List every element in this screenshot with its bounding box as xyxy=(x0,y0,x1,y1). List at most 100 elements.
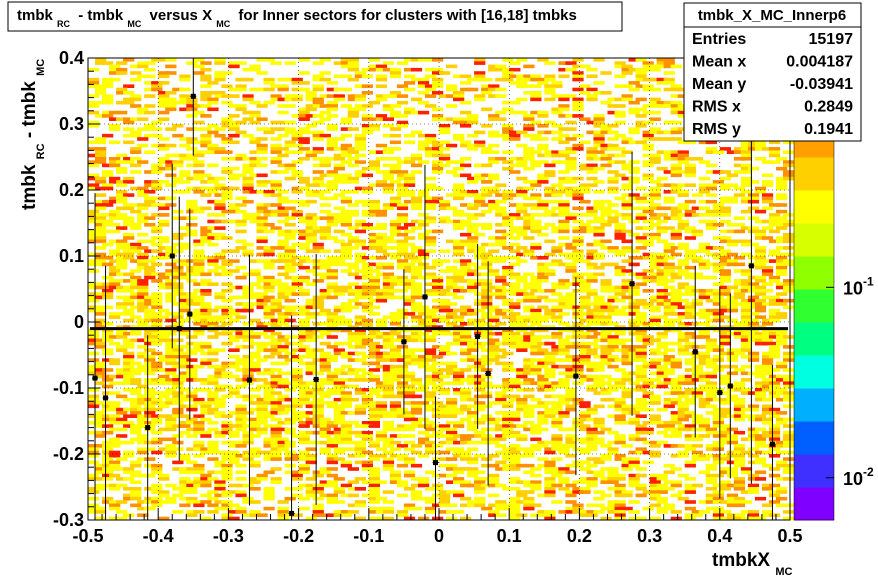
heatmap-cell xyxy=(530,364,542,369)
heatmap-cell xyxy=(628,87,640,92)
heatmap-cell xyxy=(495,64,507,69)
heatmap-cell xyxy=(340,176,352,181)
heatmap-cell xyxy=(431,289,444,293)
heatmap-cell xyxy=(733,289,746,293)
heatmap-cell xyxy=(579,351,591,356)
heatmap-cell xyxy=(565,114,577,118)
heatmap-cell xyxy=(123,364,135,369)
heatmap-cell xyxy=(389,328,402,333)
heatmap-cell xyxy=(431,308,444,313)
heatmap-cell xyxy=(600,318,612,323)
heatmap-cell xyxy=(179,318,191,323)
heatmap-cell xyxy=(670,229,682,234)
heatmap-cell xyxy=(509,67,521,72)
heatmap-cell xyxy=(123,318,135,323)
heatmap-cell xyxy=(775,183,788,187)
heatmap-cell xyxy=(165,91,177,95)
heatmap-cell xyxy=(572,107,584,112)
heatmap-cell xyxy=(382,239,395,244)
heatmap-cell xyxy=(740,279,753,283)
heatmap-cell xyxy=(95,414,107,418)
heatmap-cell xyxy=(333,239,345,244)
heatmap-cell xyxy=(305,150,317,154)
heatmap-cell xyxy=(158,378,170,382)
heatmap-cell xyxy=(558,371,570,376)
heatmap-cell xyxy=(649,315,661,319)
heatmap-cell xyxy=(600,302,612,306)
heatmap-cell xyxy=(635,58,647,62)
heatmap-cell xyxy=(607,388,619,392)
heatmap-cell xyxy=(495,355,507,359)
heatmap-cell xyxy=(516,81,528,85)
heatmap-cell xyxy=(263,295,275,300)
heatmap-cell xyxy=(537,401,549,405)
heatmap-cell xyxy=(270,361,282,366)
heatmap-cell xyxy=(572,315,584,319)
heatmap-cell xyxy=(747,325,760,329)
heatmap-cell xyxy=(775,269,788,273)
heatmap-cell xyxy=(291,341,303,346)
heatmap-cell xyxy=(137,213,149,217)
heatmap-cell xyxy=(782,213,795,217)
heatmap-cell xyxy=(214,219,226,224)
heatmap-cell xyxy=(165,348,177,352)
heatmap-cell xyxy=(340,87,352,92)
heatmap-cell xyxy=(635,246,647,250)
heatmap-cell xyxy=(221,186,233,191)
heatmap-cell xyxy=(453,318,465,323)
heatmap-cell xyxy=(628,381,640,385)
heatmap-cell xyxy=(488,236,500,240)
heatmap-cell xyxy=(256,298,268,303)
heatmap-cell xyxy=(172,216,184,220)
heatmap-cell xyxy=(326,285,338,290)
heatmap-cell xyxy=(670,364,682,369)
heatmap-cell xyxy=(607,358,619,362)
heatmap-cell xyxy=(628,285,640,290)
heatmap-cell xyxy=(495,259,507,263)
heatmap-cell xyxy=(193,401,205,405)
heatmap-cell xyxy=(214,265,226,270)
heatmap-cell xyxy=(123,133,135,138)
heatmap-cell xyxy=(670,216,682,220)
heatmap-cell xyxy=(214,150,226,154)
heatmap-cell xyxy=(544,374,556,379)
heatmap-cell xyxy=(95,374,107,379)
heatmap-cell xyxy=(382,236,395,240)
heatmap-cell xyxy=(221,137,233,141)
heatmap-cell xyxy=(782,391,795,395)
heatmap-cell xyxy=(123,358,135,362)
heatmap-cell xyxy=(165,401,177,405)
heatmap-cell xyxy=(284,358,296,362)
heatmap-cell xyxy=(614,104,626,108)
heatmap-cell xyxy=(586,364,598,369)
heatmap-cell xyxy=(221,315,233,319)
heatmap-cell xyxy=(670,378,682,382)
heatmap-cell xyxy=(158,275,170,280)
heatmap-cell xyxy=(361,394,374,399)
heatmap-cell xyxy=(368,348,381,352)
heatmap-cell xyxy=(628,305,640,310)
heatmap-cell xyxy=(642,239,654,244)
heatmap-cell xyxy=(740,209,753,214)
heatmap-cell xyxy=(263,246,275,250)
heatmap-cell xyxy=(207,163,219,168)
heatmap-cell xyxy=(439,361,451,366)
heatmap-cell xyxy=(572,355,584,359)
heatmap-cell xyxy=(228,203,240,207)
heatmap-cell xyxy=(516,275,528,280)
heatmap-cell xyxy=(242,322,254,326)
heatmap-cell xyxy=(502,67,514,72)
heatmap-cell xyxy=(130,315,142,319)
heatmap-cell xyxy=(424,137,437,141)
heatmap-cell xyxy=(656,229,668,234)
heatmap-cell xyxy=(123,246,135,250)
heatmap-cell xyxy=(537,124,549,128)
heatmap-cell xyxy=(572,401,584,405)
heatmap-cell xyxy=(396,226,409,230)
heatmap-cell xyxy=(193,298,205,303)
heatmap-cell xyxy=(270,401,282,405)
heatmap-cell xyxy=(502,272,514,277)
heatmap-cell xyxy=(530,279,542,283)
heatmap-cell xyxy=(284,120,296,125)
heatmap-cell xyxy=(712,397,725,402)
